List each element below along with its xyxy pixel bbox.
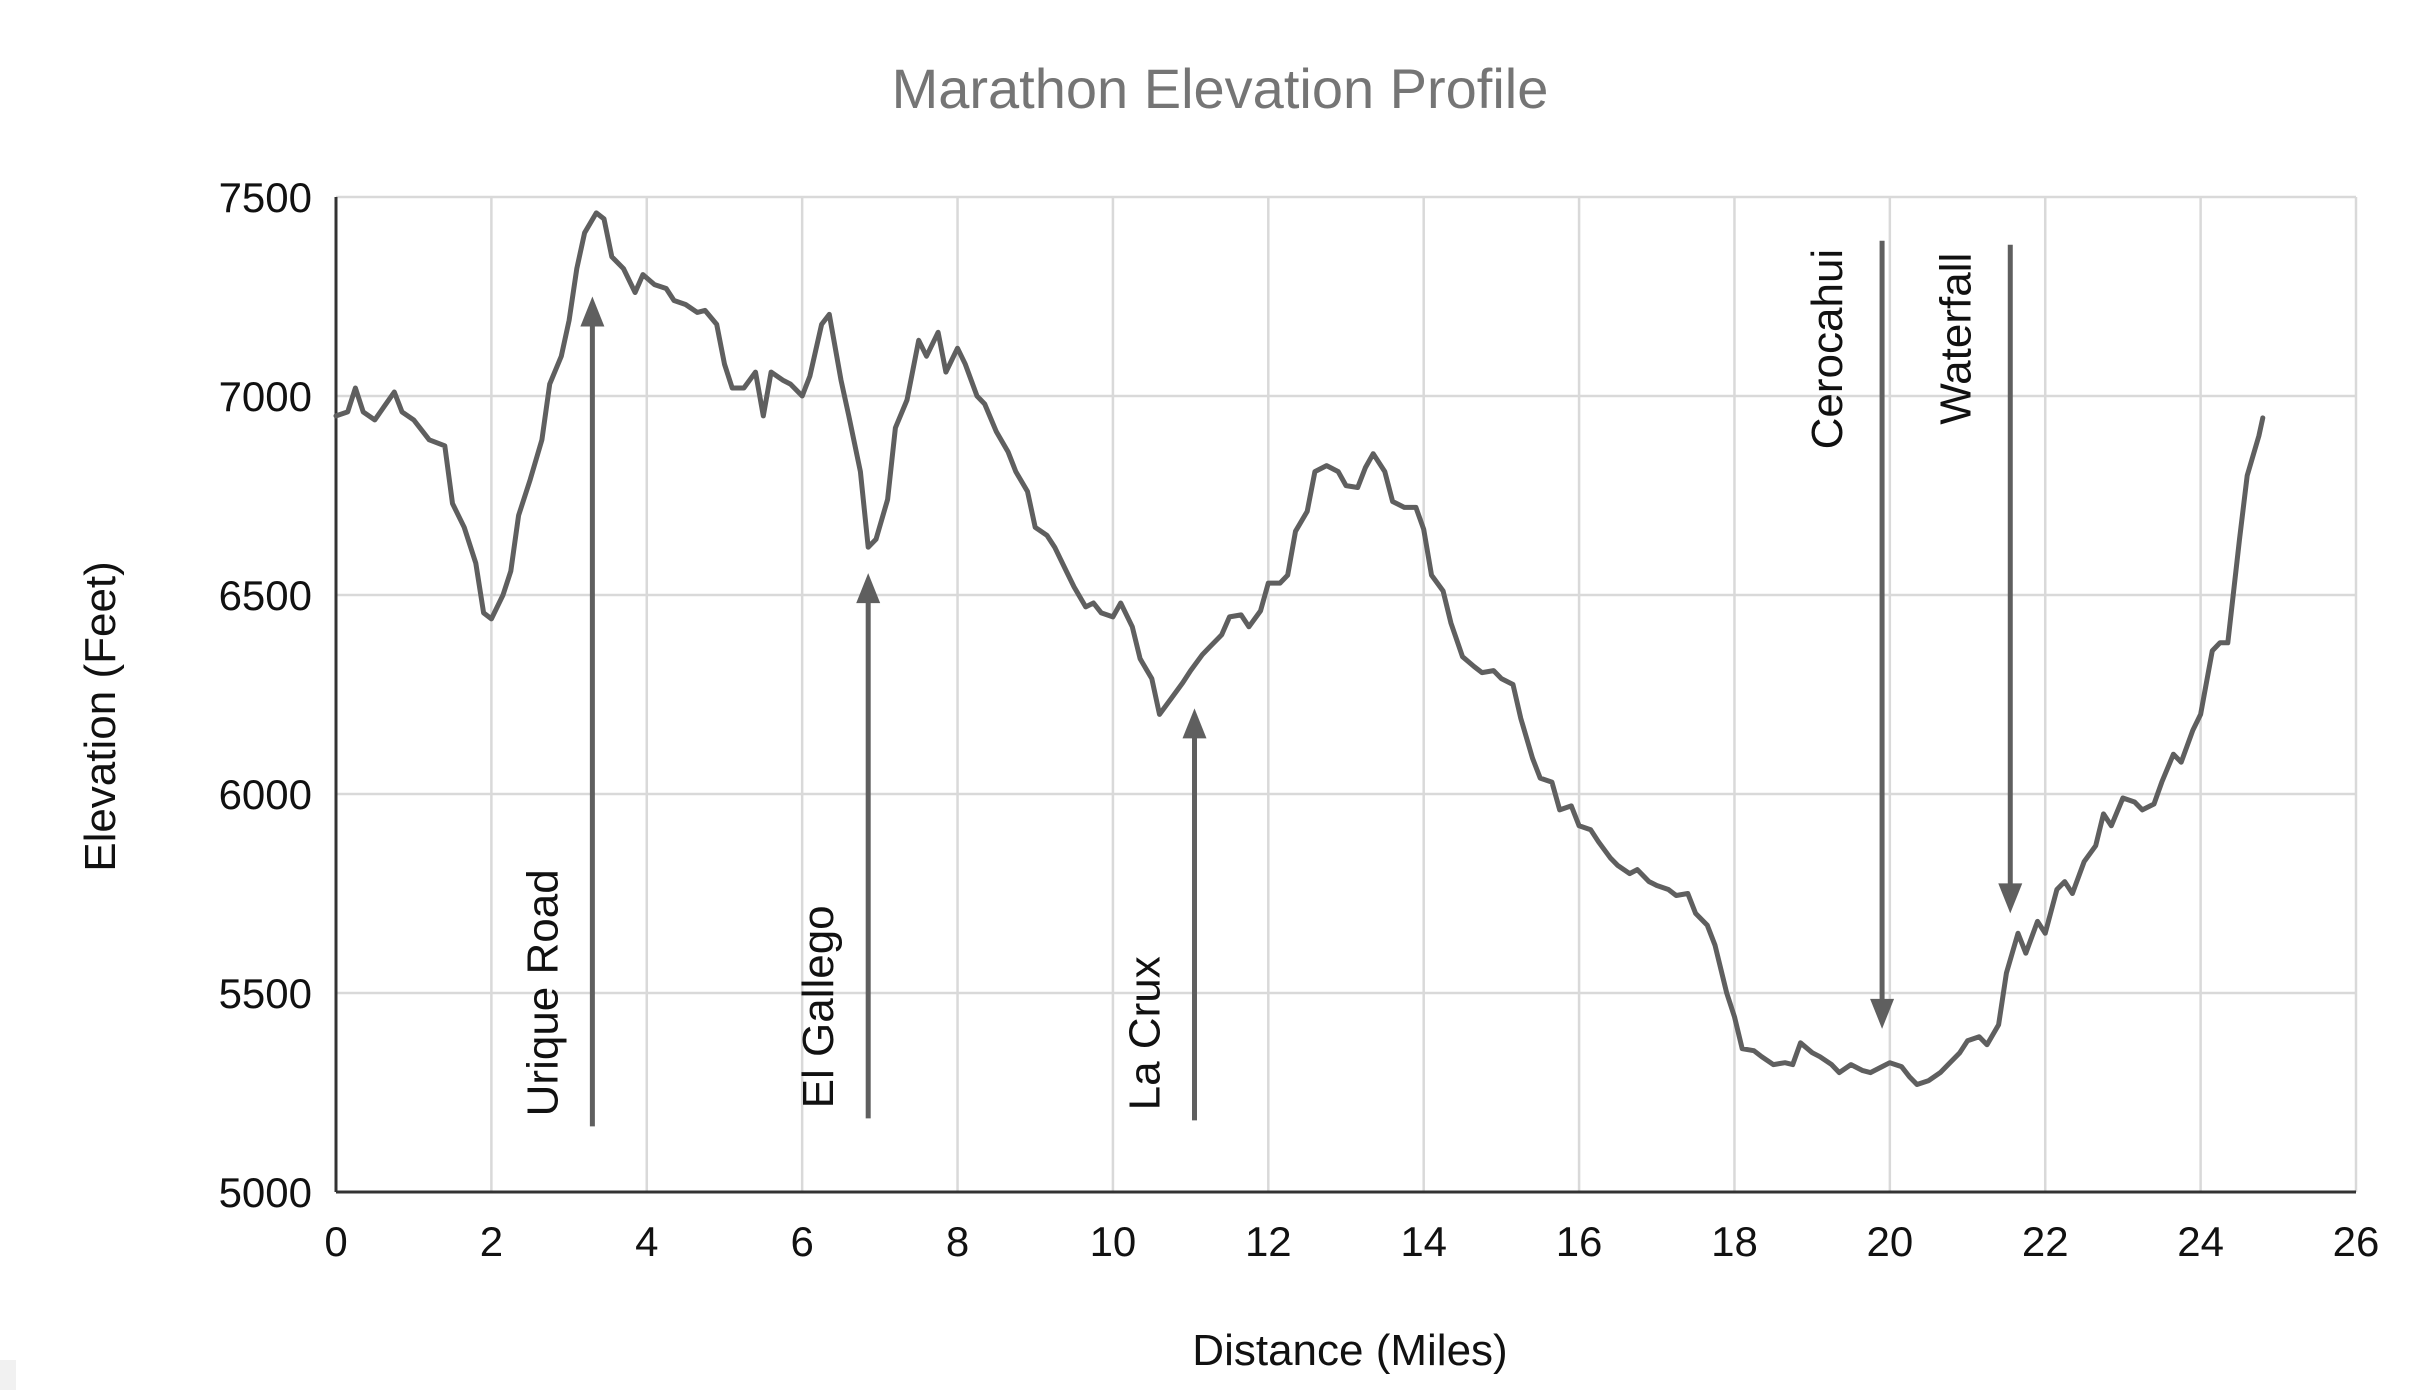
- annotation-arrowhead: [580, 296, 605, 327]
- annotation-arrowhead: [1998, 883, 2023, 914]
- y-tick-label: 5500: [219, 970, 312, 1017]
- y-axis-label: Elevation (Feet): [76, 561, 125, 872]
- corner-mark: [0, 1360, 16, 1390]
- x-axis-label: Distance (Miles): [1192, 1326, 1507, 1375]
- chart-title: Marathon Elevation Profile: [892, 57, 1549, 120]
- annotation-label: Waterfall: [1931, 253, 1980, 425]
- x-tick-label: 24: [2177, 1218, 2224, 1265]
- x-tick-label: 20: [1866, 1218, 1913, 1265]
- x-tick-label: 0: [324, 1218, 347, 1265]
- elevation-series-line: [333, 210, 2266, 1087]
- x-tick-label: 12: [1245, 1218, 1292, 1265]
- annotation-label: Urique Road: [518, 869, 567, 1116]
- annotation-waterfall: Waterfall: [1931, 244, 2023, 914]
- x-tick-label: 16: [1556, 1218, 1603, 1265]
- x-tick-label: 4: [635, 1218, 658, 1265]
- annotation-label: Cerocahui: [1803, 249, 1852, 450]
- annotation-arrowhead: [1870, 998, 1895, 1029]
- annotation-el-gallego: El Gallego: [794, 573, 881, 1119]
- annotation-arrowhead: [856, 573, 881, 604]
- annotation-cerocahui: Cerocahui: [1803, 240, 1895, 1029]
- annotation-label: El Gallego: [794, 905, 843, 1108]
- y-tick-label: 6000: [219, 771, 312, 818]
- x-tick-label: 14: [1400, 1218, 1447, 1265]
- annotation-arrowhead: [1182, 708, 1207, 739]
- y-tick-label: 5000: [219, 1169, 312, 1216]
- tick-labels: 0 2 4 6 8 10 12 14 16 18 20 22 24 2650005500600065007…: [219, 174, 2380, 1265]
- grid: [334, 195, 2358, 1194]
- annotation-la-crux: La Crux: [1121, 708, 1207, 1121]
- x-tick-label: 10: [1090, 1218, 1137, 1265]
- x-tick-label: 18: [1711, 1218, 1758, 1265]
- y-tick-label: 6500: [219, 572, 312, 619]
- annotations: Urique Road El Gallego La Crux Cerocahui Wat…: [518, 240, 2023, 1127]
- x-tick-label: 22: [2022, 1218, 2069, 1265]
- annotation-label: La Crux: [1121, 956, 1170, 1110]
- x-tick-label: 26: [2333, 1218, 2380, 1265]
- x-tick-label: 6: [790, 1218, 813, 1265]
- x-tick-label: 8: [946, 1218, 969, 1265]
- y-tick-label: 7000: [219, 373, 312, 420]
- x-tick-label: 2: [480, 1218, 503, 1265]
- y-tick-label: 7500: [219, 174, 312, 221]
- annotation-urique-road: Urique Road: [518, 296, 605, 1127]
